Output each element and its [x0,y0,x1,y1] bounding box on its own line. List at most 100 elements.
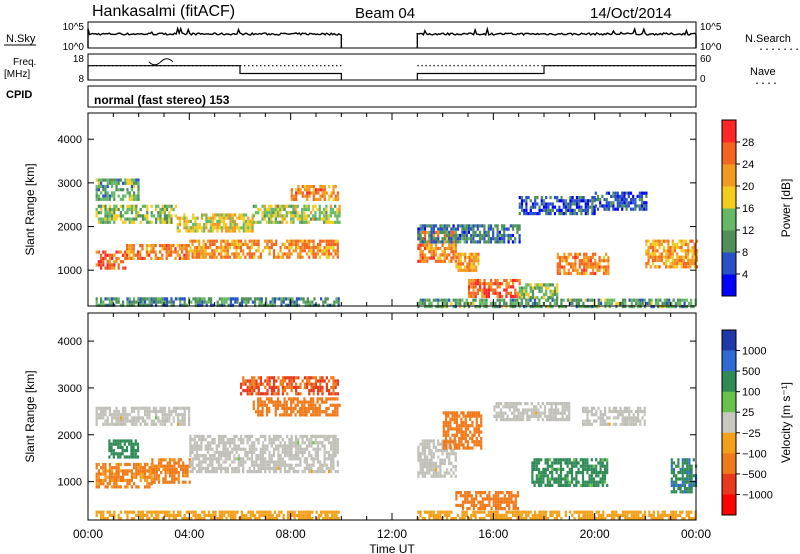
power-cell [159,250,162,254]
power-cell [676,246,679,250]
power-cell [290,252,293,256]
velocity-cell [464,424,467,428]
power-cell [419,250,422,254]
power-cell [122,181,125,185]
power-cell [108,194,111,198]
velocity-cell [148,475,151,479]
velocity-cell [289,510,292,514]
velocity-cell [218,517,221,521]
power-cell [334,194,337,198]
velocity-cell [590,422,593,426]
velocity-cell [502,411,505,415]
power-cell [629,207,633,211]
power-cell [597,298,600,302]
velocity-cell [504,411,507,415]
power-cell [211,242,214,246]
power-cell [302,297,305,301]
power-cell [483,282,486,286]
velocity-cell [517,414,520,418]
power-cell [95,178,98,182]
velocity-cell [499,491,502,495]
power-cell [303,207,306,212]
velocity-cell [294,441,298,445]
power-cell [177,297,180,301]
velocity-cell [130,406,133,410]
velocity-cell [191,470,194,474]
power-cell [421,237,424,241]
velocity-cell [290,444,293,448]
power-cell [456,301,460,305]
velocity-cell [437,439,440,443]
power-cell [693,242,696,246]
power-cell [205,219,208,223]
power-cell [126,207,129,212]
power-cell [152,244,155,248]
velocity-cell [224,457,227,461]
power-cell [596,268,599,272]
cpid-panel [87,85,697,108]
power-cell [299,191,302,195]
velocity-cell [119,485,122,489]
velocity-cell [421,439,424,443]
power-cell [680,242,683,246]
power-cell [272,242,276,246]
velocity-cell [497,414,500,418]
velocity-cell [251,376,254,380]
velocity-cell [128,455,131,459]
velocity-cell [222,447,225,451]
power-cell [157,300,160,304]
power-cell [276,297,279,301]
power-cell [475,265,478,269]
velocity-cell [200,470,203,474]
power-cell [658,242,661,246]
power-cell [196,226,199,230]
power-cell [627,194,630,198]
power-cell [621,194,624,198]
velocity-cell [321,379,324,383]
power-cell [468,252,471,256]
velocity-cell [259,460,262,464]
velocity-cell [301,470,304,474]
power-cell [248,249,251,253]
velocity-cell [288,382,291,386]
power-cell [580,199,583,203]
power-cell [252,214,255,218]
power-cell [211,229,215,233]
velocity-cell [268,382,271,386]
power-cell [485,301,488,305]
velocity-cell [188,409,191,414]
power-cell [483,298,486,302]
velocity-cell [211,454,214,458]
power-cell [668,301,671,305]
power-cell [492,227,495,231]
power-cell [238,226,241,230]
power-cell [185,256,188,260]
power-cell [478,301,482,305]
velocity-cell [423,449,427,453]
velocity-cell [108,472,111,476]
velocity-cell [222,441,225,445]
power-cell [516,230,519,234]
power-cell [117,263,120,267]
velocity-cell [479,503,482,507]
power-cell [617,301,620,305]
velocity-cell [212,510,215,514]
power-cell [560,301,563,305]
power-cell [450,259,453,263]
power-cell [119,260,122,264]
velocity-cell [331,413,335,417]
power-cell [310,246,313,250]
power-cell [253,252,256,256]
velocity-cell [277,444,280,448]
power-cell [106,184,109,189]
power-cell [276,204,280,208]
power-cell [261,217,264,221]
velocity-cell [102,517,105,521]
velocity-cell [299,447,302,451]
power-cell [295,300,298,304]
power-cell [693,258,696,262]
power-cell [106,217,109,221]
velocity-cell [323,463,326,467]
velocity-cell [270,376,273,380]
power-cell [325,204,328,208]
